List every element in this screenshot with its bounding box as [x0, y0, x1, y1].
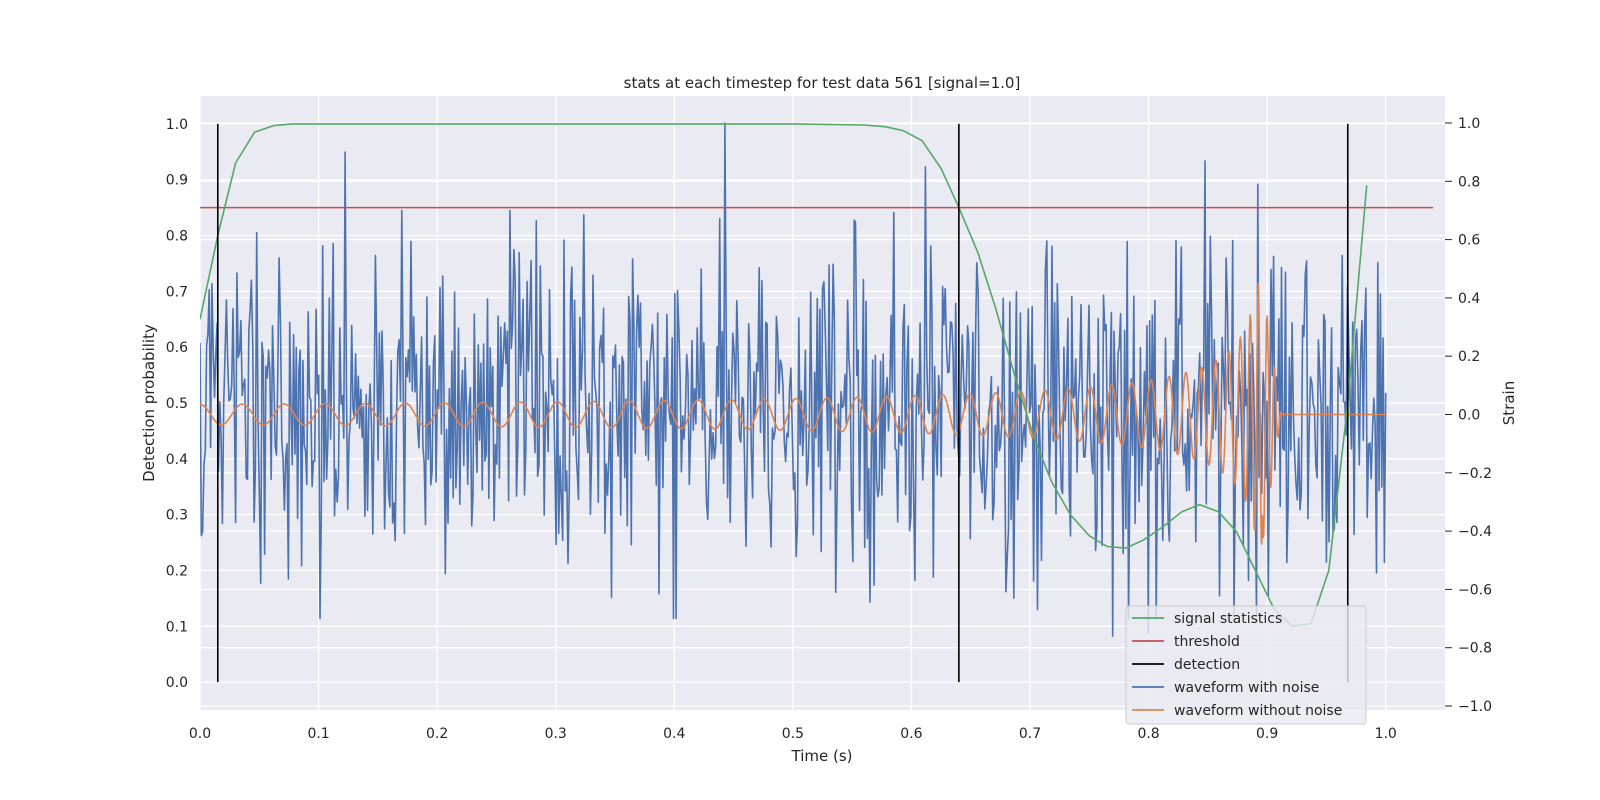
x-tick-label: 0.8	[1137, 726, 1159, 742]
x-tick-label: 0.7	[1019, 726, 1041, 742]
x-axis-label: Time (s)	[791, 747, 853, 765]
y-left-tick-label: 0.1	[166, 619, 188, 635]
y-right-tick-label: −0.8	[1458, 641, 1492, 657]
y-right-tick-label: −1.0	[1458, 699, 1492, 715]
x-axis: 0.0 0.1 0.2 0.3 0.4 0.5 0.6 0.7 0.8 0.9 1.0	[189, 726, 1397, 742]
y-right-tick-label: 0.2	[1458, 349, 1480, 365]
y-axis-left: 0.0 0.1 0.2 0.3 0.4 0.5 0.6 0.7 0.8 0.9 1.0	[166, 117, 188, 691]
x-tick-label: 1.0	[1375, 726, 1397, 742]
legend-box	[1125, 605, 1367, 725]
y-left-tick-label: 1.0	[166, 117, 188, 133]
y-axis-right-label: Strain	[1500, 381, 1518, 425]
y-axis-left-label: Detection probability	[140, 324, 158, 482]
y-right-tick-label: −0.2	[1458, 466, 1492, 482]
legend-label: waveform without noise	[1174, 703, 1342, 719]
x-tick-label: 0.5	[782, 726, 804, 742]
y-left-tick-label: 0.0	[166, 675, 188, 691]
legend-label: detection	[1174, 657, 1240, 673]
y-right-tick-label: 0.4	[1458, 291, 1480, 307]
x-tick-label: 0.2	[426, 726, 448, 742]
y-right-tick-label: 0.8	[1458, 174, 1480, 190]
x-tick-label: 0.6	[900, 726, 922, 742]
y-left-tick-label: 0.8	[166, 229, 188, 245]
legend: signal statistics threshold detection wavef…	[1125, 605, 1367, 725]
chart-title: stats at each timestep for test data 561…	[624, 74, 1021, 92]
y-right-tick-label: 1.0	[1458, 116, 1480, 132]
legend-label: signal statistics	[1174, 611, 1282, 627]
x-tick-label: 0.1	[307, 726, 329, 742]
y-axis-right: 1.0 0.8 0.6 0.4 0.2 0.0 −0.2 −0.4 −0.6 −0.8 −1.0	[1445, 116, 1492, 715]
series-signal-statistics	[200, 123, 1368, 628]
y-left-tick-label: 0.4	[166, 452, 188, 468]
series-waveform-with-noise	[200, 122, 1387, 637]
y-right-tick-label: −0.4	[1458, 524, 1492, 540]
x-tick-label: 0.3	[545, 726, 567, 742]
legend-label: threshold	[1174, 634, 1240, 650]
y-left-tick-label: 0.7	[166, 284, 188, 300]
series-waveform-without-noise	[200, 282, 1386, 545]
y-right-tick-label: 0.6	[1458, 233, 1480, 249]
y-left-tick-label: 0.6	[166, 340, 188, 356]
y-left-tick-label: 0.5	[166, 396, 188, 412]
x-tick-label: 0.4	[663, 726, 685, 742]
y-right-tick-label: 0.0	[1458, 408, 1480, 424]
y-left-tick-label: 0.9	[166, 173, 188, 189]
legend-label: waveform with noise	[1174, 680, 1319, 696]
y-left-tick-label: 0.3	[166, 508, 188, 524]
x-tick-label: 0.9	[1256, 726, 1278, 742]
y-left-tick-label: 0.2	[166, 563, 188, 579]
y-right-tick-label: −0.6	[1458, 582, 1492, 598]
x-tick-label: 0.0	[189, 726, 211, 742]
plot-layer	[200, 122, 1434, 683]
